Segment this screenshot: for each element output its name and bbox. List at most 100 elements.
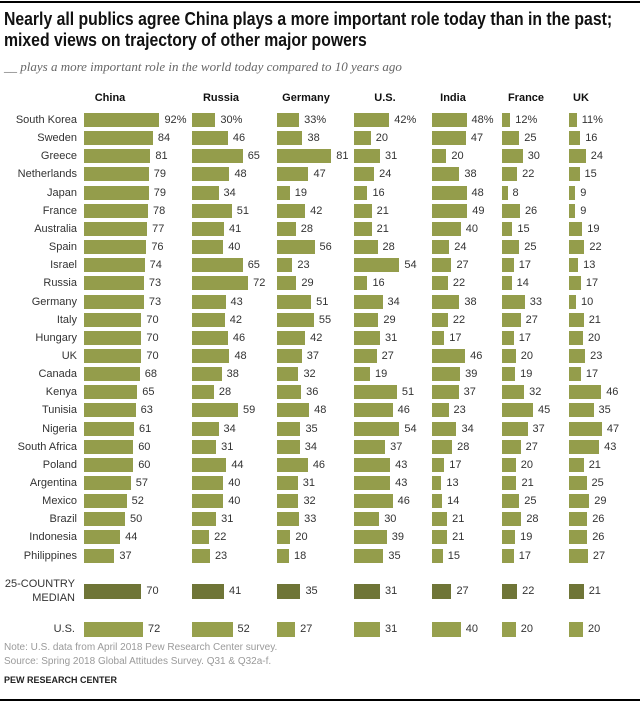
value-label-china-japan: 79: [154, 186, 166, 200]
bar-china-mexico: [84, 494, 127, 509]
value-number: 31: [385, 623, 398, 635]
value-number: 60: [138, 458, 151, 471]
value-label-china-greece: 81: [155, 149, 167, 163]
bar-germany-russia: [277, 276, 297, 291]
value-label-india-nigeria: 34: [461, 422, 473, 436]
column-header-france: France: [507, 92, 545, 104]
value-label-uk-hungary: 20: [588, 331, 600, 345]
value-label-france-uk: 20: [521, 349, 533, 363]
value-label-russia-canada: 38: [227, 367, 239, 381]
value-number: 63: [140, 404, 153, 417]
value-number: 44: [125, 531, 138, 544]
bar-france-median: [502, 583, 518, 599]
value-number: 23: [590, 349, 603, 362]
summary-label-line: 25-COUNTRY: [4, 578, 75, 590]
value-label-u-s-us-respondents: 31: [385, 622, 397, 636]
value-label-russia-hungary: 46: [233, 331, 245, 345]
value-number: 9: [580, 186, 587, 199]
value-label-germany-us-respondents: 27: [300, 622, 312, 636]
value-number: 42: [310, 204, 323, 217]
bar-u-s-median: [354, 583, 381, 599]
value-label-china-france: 78: [153, 204, 165, 218]
value-number: 17: [518, 331, 531, 344]
value-number: 22: [452, 313, 466, 326]
bar-china-sweden: [84, 131, 153, 146]
bar-u-s-us-respondents: [354, 621, 381, 637]
value-label-france-sweden: 25: [524, 131, 536, 145]
value-number: 17: [518, 259, 531, 272]
value-number: 40: [465, 222, 479, 235]
value-number: 65: [142, 386, 155, 399]
value-label-india-france: 49: [472, 204, 484, 218]
row-label-greece: Greece: [40, 150, 77, 163]
value-label-china-argentina: 57: [136, 476, 148, 490]
value-number: 50: [130, 513, 143, 526]
value-number: 27: [300, 623, 313, 635]
value-number: 34: [387, 295, 400, 308]
value-label-u-s-indonesia: 39: [392, 530, 404, 544]
value-number: 25: [524, 132, 537, 145]
value-number: 20: [520, 623, 534, 635]
value-label-france-poland: 20: [521, 458, 533, 472]
bar-uk-kenya: [569, 385, 602, 400]
bar-uk-indonesia: [569, 530, 588, 545]
value-number: 42: [310, 331, 323, 344]
value-label-china-brazil: 50: [130, 512, 142, 526]
value-label-uk-argentina: 25: [592, 476, 604, 490]
value-label-china-tunisia: 63: [141, 403, 153, 417]
value-number: 37: [463, 386, 476, 399]
value-number: 21: [588, 458, 601, 471]
value-label-france-japan: 8: [513, 186, 519, 200]
bar-india-hungary: [432, 330, 445, 345]
row-label-south-africa: South Africa: [17, 440, 77, 453]
value-label-india-russia: 22: [453, 276, 465, 290]
value-label-india-italy: 22: [453, 313, 465, 327]
bar-russia-mexico: [192, 494, 224, 509]
bar-germany-japan: [277, 185, 290, 200]
value-number: 35: [598, 404, 611, 417]
value-label-germany-sweden: 38: [307, 131, 319, 145]
value-number: 52: [237, 623, 250, 635]
value-number: 77: [152, 222, 165, 235]
bar-china-japan: [84, 185, 149, 200]
bar-russia-germany: [192, 294, 226, 309]
value-number: 38: [464, 168, 477, 181]
bar-india-nigeria: [432, 421, 457, 436]
value-number: 19: [520, 531, 533, 544]
value-number: 73: [148, 295, 162, 308]
column-header-china: China: [94, 92, 126, 104]
value-number: 40: [228, 495, 241, 508]
bar-russia-argentina: [192, 476, 224, 490]
row-label-sweden: Sweden: [37, 132, 77, 145]
value-label-india-mexico: 14: [447, 494, 459, 508]
value-label-india-argentina: 13: [446, 476, 458, 490]
bar-india-indonesia: [432, 530, 448, 545]
value-number: 19: [520, 368, 533, 381]
value-number: 16: [585, 132, 598, 145]
value-label-uk-greece: 24: [591, 149, 603, 163]
percent-suffix: %: [527, 114, 538, 126]
bar-uk-greece: [569, 149, 586, 164]
value-number: 52: [131, 495, 144, 508]
value-number: 34: [223, 186, 236, 199]
value-label-uk-germany: 10: [581, 295, 593, 309]
bar-uk-israel: [569, 258, 579, 273]
value-label-india-canada: 39: [465, 367, 477, 381]
value-label-france-indonesia: 19: [520, 530, 532, 544]
value-number: 84: [157, 132, 171, 145]
row-label-nigeria: Nigeria: [42, 422, 77, 435]
row-label-israel: Israel: [50, 259, 77, 272]
value-label-france-mexico: 25: [524, 494, 536, 508]
value-label-china-south-korea: 92%: [164, 113, 186, 127]
bar-india-spain: [432, 240, 450, 255]
value-number: 27: [592, 549, 606, 562]
bar-u-s-mexico: [354, 494, 393, 509]
bar-france-kenya: [502, 385, 525, 400]
bar-france-uk: [502, 348, 516, 363]
value-number: 26: [524, 204, 538, 217]
value-label-china-poland: 60: [138, 458, 150, 472]
value-number: 11: [581, 114, 594, 126]
bar-india-tunisia: [432, 403, 449, 418]
bar-china-indonesia: [84, 530, 121, 545]
bar-germany-nigeria: [277, 421, 301, 436]
